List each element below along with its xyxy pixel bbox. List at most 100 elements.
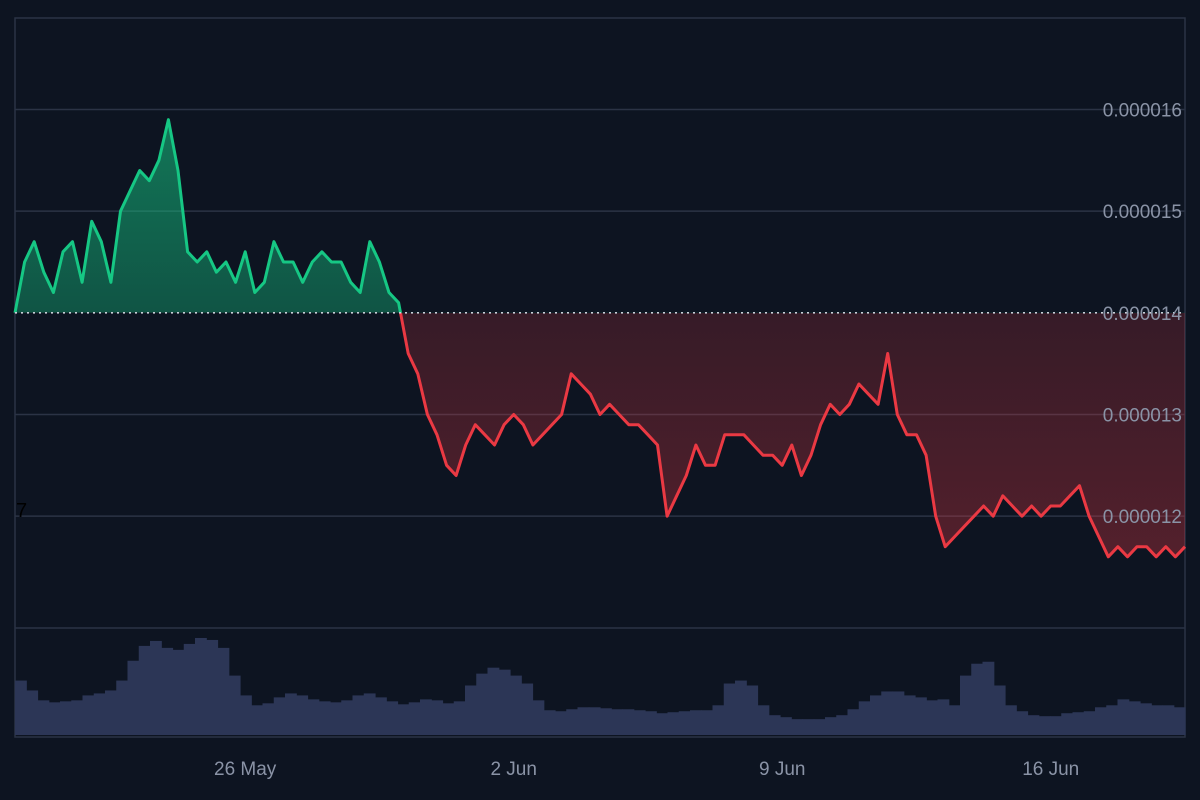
volume-bar (723, 683, 736, 735)
price-area (15, 119, 1185, 557)
volume-bar (1140, 703, 1152, 735)
volume-bar (971, 663, 984, 735)
volume-bar (183, 643, 196, 735)
volume-bar (161, 647, 174, 735)
volume-bar (408, 702, 421, 735)
volume-bar (465, 685, 477, 735)
volume-bar (195, 637, 207, 735)
volume-bar (678, 711, 691, 735)
volume-bar (15, 680, 27, 735)
volume-bar (1050, 716, 1062, 735)
volume-bar (555, 711, 567, 735)
volume-bar (510, 675, 522, 735)
volume-bar (1061, 713, 1074, 735)
volume-bar (172, 649, 185, 735)
volume-bar (712, 705, 725, 735)
volume-bar (993, 685, 1006, 735)
volume-bar (386, 701, 399, 735)
volume-bar (588, 707, 601, 735)
y-tick-label: 0.000013 (1103, 406, 1182, 427)
volume-bar (757, 705, 770, 735)
y-axis-ticks: 0.000016 0.000015 0.000014 0.000013 0.000012 (1103, 101, 1183, 529)
volume-bar (566, 709, 579, 735)
volume-bar (813, 719, 826, 735)
volume-bar (937, 699, 950, 735)
volume-bar (262, 703, 275, 735)
volume-bar (1038, 716, 1051, 735)
volume-bar (903, 695, 916, 735)
volume-bar (701, 710, 714, 735)
volume-bar (1083, 711, 1096, 735)
volume-bar (870, 695, 882, 735)
x-axis-ticks: 26 May 2 Jun 9 Jun 16 Jun (214, 759, 1079, 780)
volume-bar (273, 697, 286, 735)
volume-bar (116, 680, 129, 735)
volume-bar (791, 719, 804, 735)
volume-bar (375, 697, 387, 735)
volume-bar (48, 702, 61, 735)
volume-bar (296, 695, 309, 735)
volume-bar (656, 713, 669, 735)
volume-bar (206, 639, 219, 735)
price-line-above (13, 118, 403, 313)
volume-bar (251, 705, 264, 735)
volume-bar (543, 710, 556, 735)
volume-bar (1162, 705, 1175, 735)
volume-bar (802, 719, 815, 735)
y-tick-label: 0.000015 (1103, 202, 1182, 223)
volume-bar (498, 669, 511, 735)
volume-bar (633, 710, 646, 735)
volume-bar (690, 710, 702, 735)
x-tick-label: 9 Jun (759, 759, 805, 780)
volume-bar (127, 660, 140, 735)
volume-bar (71, 700, 84, 735)
x-tick-label: 16 Jun (1022, 759, 1079, 780)
volume-bar (532, 700, 545, 735)
volume-bar (667, 712, 680, 735)
volume-bar (93, 693, 106, 735)
volume-bar (476, 673, 489, 735)
volume-bar (1027, 715, 1040, 735)
volume-bars (15, 637, 1186, 735)
volume-bar (982, 661, 995, 735)
volume-bar (521, 683, 534, 735)
volume-bar (858, 701, 871, 735)
price-area-above (15, 119, 1185, 313)
volume-bar (307, 699, 320, 735)
x-tick-label: 26 May (214, 759, 277, 780)
volume-bar (285, 693, 297, 735)
volume-bar (611, 709, 624, 735)
volume-bar (352, 695, 365, 735)
volume-bar (1128, 701, 1141, 735)
volume-bar (926, 700, 939, 735)
volume-bar (228, 675, 241, 735)
volume-bar (735, 680, 747, 735)
volume-bar (150, 640, 162, 735)
volume-bar (1072, 712, 1085, 735)
y-tick-label: 0.000012 (1103, 507, 1182, 528)
volume-bar (780, 717, 792, 735)
volume-bar (622, 709, 635, 735)
volume-bar (645, 711, 657, 735)
volume-bar (1173, 707, 1186, 735)
volume-bar (442, 703, 455, 735)
volume-bar (487, 667, 500, 735)
volume-bar (836, 715, 849, 735)
price-line-below (15, 312, 1187, 559)
y-tick-label: 0.000016 (1103, 101, 1182, 122)
volume-bar (768, 715, 781, 735)
volume-bar (453, 701, 466, 735)
volume-bar (1016, 711, 1029, 735)
x-tick-label: 2 Jun (490, 759, 536, 780)
volume-bar (37, 700, 50, 735)
volume-bar (915, 697, 927, 735)
volume-bar (577, 707, 590, 735)
volume-bar (948, 705, 961, 735)
volume-bar (431, 700, 444, 735)
volume-bar (330, 702, 342, 735)
volume-bar (240, 695, 252, 735)
volume-bar (881, 691, 894, 735)
volume-bar (26, 690, 39, 735)
